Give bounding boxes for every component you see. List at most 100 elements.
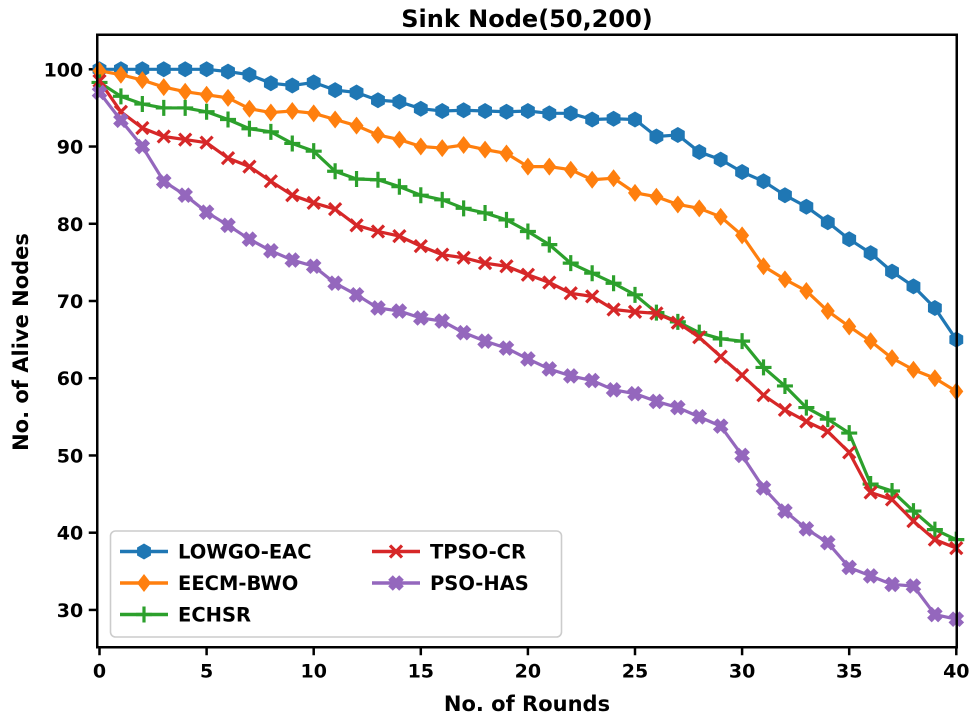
plus-marker: [112, 88, 129, 105]
plus-marker: [819, 411, 836, 428]
x-marker: [135, 120, 150, 136]
hexagon-marker: [178, 61, 193, 78]
series-markers-ECHSR: [91, 74, 965, 548]
thick-x-marker: [927, 606, 943, 623]
diamond-marker: [242, 99, 257, 118]
thick-x-marker: [198, 204, 215, 220]
hexagon-marker: [842, 231, 857, 248]
plus-marker: [136, 606, 152, 623]
hexagon-marker: [713, 151, 728, 168]
hexagon-marker: [499, 103, 514, 120]
x-marker: [263, 174, 278, 189]
hexagon-marker: [137, 543, 151, 560]
diamond-marker: [777, 270, 792, 289]
chart-title: Sink Node(50,200): [401, 5, 653, 33]
thick-x-marker: [584, 372, 600, 389]
hexagon-marker: [778, 187, 792, 204]
plus-marker: [541, 236, 558, 253]
x-marker: [520, 267, 536, 282]
thick-x-marker: [884, 576, 900, 593]
plus-marker: [755, 359, 772, 376]
thick-x-marker: [155, 173, 172, 190]
hexagon-marker: [670, 126, 685, 143]
x-marker: [220, 150, 236, 166]
x-marker: [392, 228, 407, 244]
thick-x-marker: [798, 521, 815, 537]
hexagon-marker: [885, 263, 899, 280]
x-marker: [713, 349, 728, 364]
hexagon-marker: [242, 66, 257, 83]
x-marker: [649, 306, 664, 321]
thick-x-marker: [627, 385, 643, 402]
series-markers-TPSO-CR: [92, 73, 964, 556]
x-marker: [92, 73, 107, 89]
diamond-marker: [627, 183, 643, 202]
x-marker: [585, 289, 600, 304]
x-marker: [242, 159, 257, 174]
thick-x-marker: [841, 559, 857, 576]
thick-x-marker: [734, 447, 750, 464]
x-marker: [563, 286, 578, 301]
hexagon-marker: [927, 299, 942, 316]
thick-x-marker: [520, 351, 536, 367]
x-marker: [756, 388, 771, 403]
thick-x-marker: [562, 368, 579, 384]
plus-marker: [584, 265, 601, 282]
plus-marker: [262, 123, 279, 140]
thick-x-marker: [648, 393, 665, 410]
diamond-marker: [649, 187, 664, 206]
plus-marker: [284, 135, 301, 152]
hexagon-marker: [478, 103, 492, 120]
plus-marker: [519, 223, 536, 240]
thick-x-marker: [305, 258, 322, 275]
hexagon-marker: [542, 105, 557, 122]
plot-border: [96, 33, 958, 649]
diamond-marker: [199, 85, 214, 104]
x-marker: [349, 218, 364, 233]
thick-x-marker: [348, 287, 365, 303]
hexagon-marker: [735, 164, 750, 181]
x-marker: [156, 129, 171, 144]
legend-box: [109, 530, 563, 638]
x-marker: [906, 513, 921, 529]
x-marker: [435, 247, 450, 262]
plus-marker: [198, 103, 215, 120]
hexagon-marker: [628, 111, 642, 128]
plus-marker: [627, 286, 643, 303]
plus-marker: [798, 399, 815, 416]
diamond-marker: [306, 104, 321, 123]
x-tick-label: 35: [836, 660, 862, 682]
thick-x-marker: [413, 310, 429, 326]
thick-x-marker: [691, 409, 708, 425]
y-tick-label: 100: [44, 59, 84, 81]
plus-marker: [712, 330, 729, 347]
diamond-marker: [820, 302, 835, 321]
hexagon-marker: [328, 82, 343, 99]
plus-marker: [926, 521, 943, 538]
y-tick-label: 30: [57, 600, 83, 622]
hexagon-marker: [563, 105, 578, 122]
hexagon-marker: [799, 198, 814, 215]
plus-marker: [734, 333, 751, 350]
hexagon-marker: [820, 214, 835, 231]
plus-marker: [841, 425, 858, 442]
x-marker: [842, 445, 857, 460]
thick-x-marker: [498, 340, 515, 356]
x-marker: [670, 315, 685, 330]
thick-x-marker: [327, 275, 343, 292]
hexagon-marker: [285, 77, 300, 94]
plus-marker: [391, 178, 408, 195]
series-markers-PSO-HAS: [91, 84, 965, 627]
legend-label-EECM-BWO: EECM-BWO: [178, 572, 298, 595]
legend-label-LOWGO-EAC: LOWGO-EAC: [178, 541, 312, 564]
thick-x-marker: [113, 112, 129, 129]
x-marker: [456, 250, 471, 265]
thick-x-marker: [391, 303, 408, 319]
diamond-marker: [863, 332, 878, 351]
legend-label-ECHSR: ECHSR: [178, 604, 251, 627]
plus-marker: [884, 482, 901, 499]
thick-x-marker: [284, 252, 301, 268]
legend-label-PSO-HAS: PSO-HAS: [430, 572, 529, 595]
diamond-marker: [606, 169, 621, 188]
plus-marker: [412, 187, 429, 204]
